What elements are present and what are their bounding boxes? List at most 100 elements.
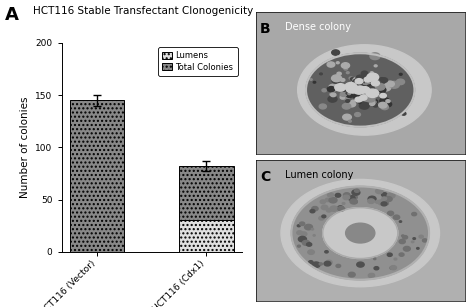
Circle shape [368,199,374,204]
Circle shape [374,258,376,260]
Circle shape [352,79,363,86]
Circle shape [373,100,378,103]
Circle shape [400,221,401,222]
Circle shape [335,84,346,91]
Circle shape [355,86,365,93]
Circle shape [381,78,388,83]
Circle shape [342,203,345,204]
Circle shape [413,238,416,239]
Circle shape [366,91,371,94]
Circle shape [330,93,336,97]
Circle shape [330,206,337,211]
Circle shape [350,199,357,204]
Circle shape [327,209,331,212]
Circle shape [281,179,439,287]
Circle shape [360,88,365,91]
Circle shape [325,251,328,253]
Circle shape [389,81,400,88]
Circle shape [366,85,376,91]
Circle shape [361,71,368,76]
Circle shape [387,253,392,256]
Circle shape [319,216,324,220]
Circle shape [331,75,342,82]
Circle shape [346,85,358,93]
Circle shape [380,84,383,86]
Circle shape [328,84,338,91]
Circle shape [349,84,359,90]
Circle shape [373,90,382,96]
Circle shape [328,87,335,91]
Circle shape [357,89,367,95]
Circle shape [306,53,414,127]
Bar [179,220,234,252]
Circle shape [346,92,349,94]
Circle shape [346,223,375,243]
Circle shape [377,87,381,89]
Circle shape [368,196,376,202]
Circle shape [370,72,373,74]
Circle shape [332,78,339,83]
Circle shape [365,80,374,87]
Circle shape [329,197,337,203]
Circle shape [375,200,380,204]
Circle shape [386,81,394,87]
Circle shape [365,107,367,108]
Circle shape [336,62,339,64]
Circle shape [335,193,341,197]
Circle shape [361,87,369,92]
Circle shape [328,193,334,197]
Circle shape [357,262,364,267]
Circle shape [297,225,300,227]
Circle shape [313,81,316,83]
Circle shape [386,100,390,103]
Circle shape [400,73,402,75]
Circle shape [349,94,354,97]
Circle shape [379,102,387,108]
Circle shape [319,104,327,109]
Circle shape [358,86,362,89]
Circle shape [327,62,335,67]
Circle shape [311,228,314,230]
Circle shape [372,80,379,86]
Circle shape [354,93,364,100]
Circle shape [324,261,331,266]
Circle shape [312,207,318,211]
Circle shape [360,89,366,93]
Circle shape [359,97,365,100]
Circle shape [378,87,386,92]
Circle shape [350,197,354,200]
Circle shape [380,78,384,80]
Circle shape [313,235,315,236]
Circle shape [360,83,364,86]
Circle shape [346,93,353,97]
Circle shape [351,82,354,83]
Circle shape [349,89,355,93]
Circle shape [363,96,369,100]
Circle shape [308,250,314,255]
Circle shape [381,202,387,206]
Circle shape [330,93,333,95]
Circle shape [340,93,350,100]
Circle shape [320,200,326,204]
Circle shape [374,104,378,107]
Circle shape [337,84,340,86]
Circle shape [337,83,339,84]
Circle shape [359,80,365,83]
Circle shape [412,212,417,216]
Circle shape [373,84,379,88]
Circle shape [370,102,375,105]
Circle shape [300,222,305,225]
Circle shape [319,73,322,75]
Circle shape [355,80,361,84]
Circle shape [422,239,427,242]
Bar [179,166,234,220]
Circle shape [337,84,345,90]
Circle shape [370,99,374,102]
Circle shape [365,97,372,102]
Circle shape [299,236,307,242]
Circle shape [343,89,346,91]
Circle shape [364,76,369,79]
Circle shape [346,72,349,74]
Circle shape [401,235,404,237]
Circle shape [351,100,355,102]
